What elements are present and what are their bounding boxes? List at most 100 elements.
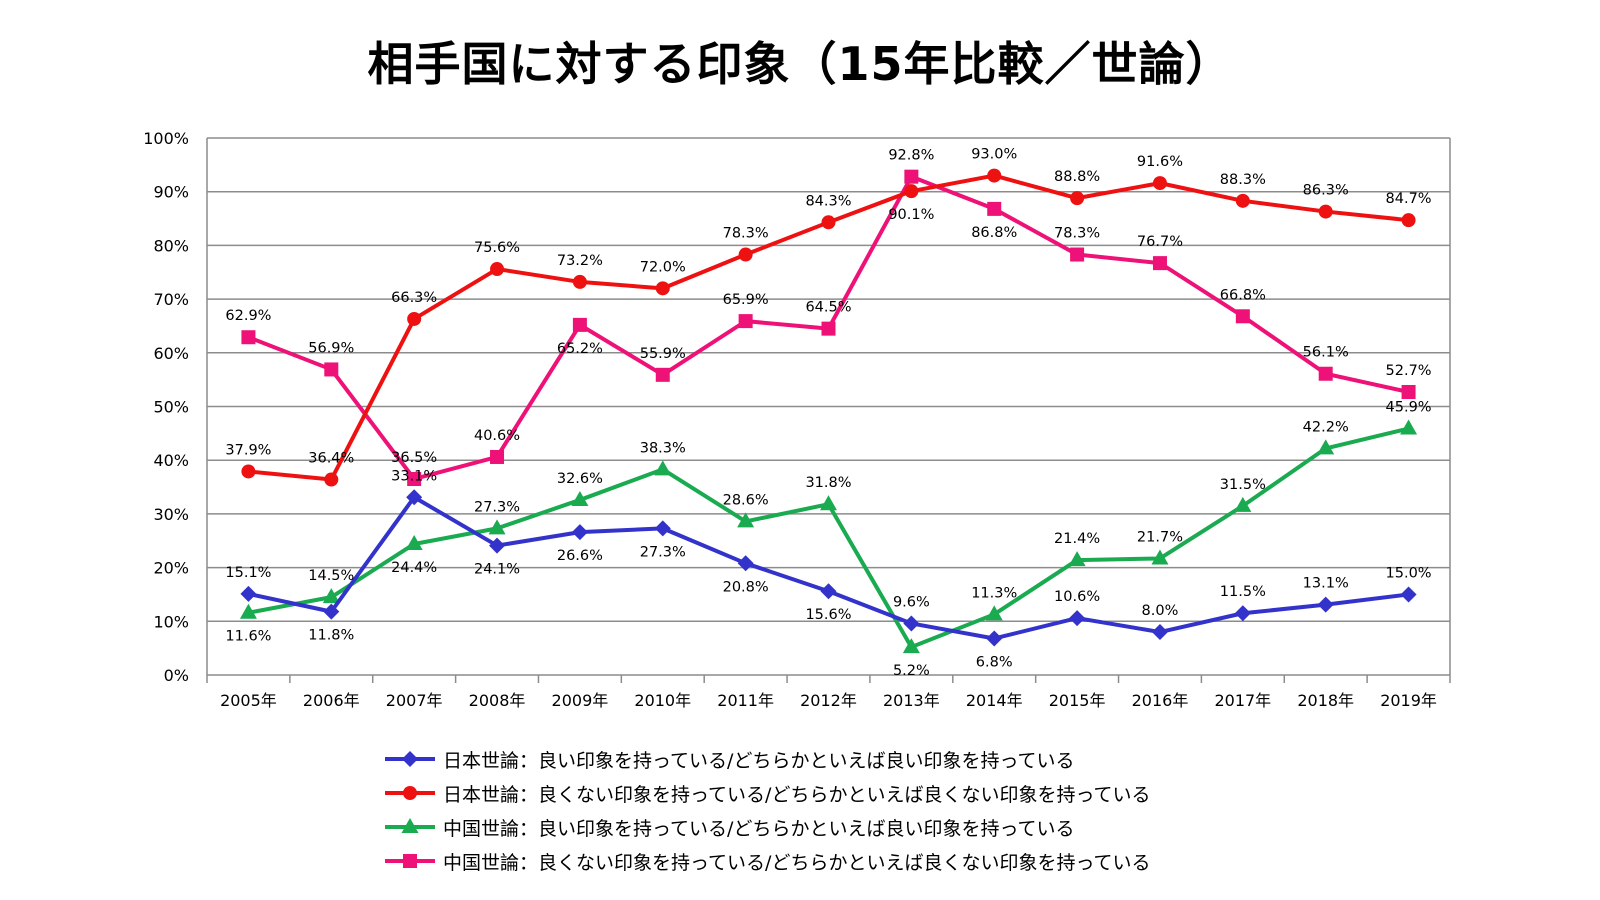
data-point xyxy=(324,362,339,377)
data-label: 36.4% xyxy=(308,451,354,467)
y-tick-label: 90% xyxy=(153,183,189,202)
data-point xyxy=(1151,624,1168,641)
data-point xyxy=(1070,247,1085,262)
data-label: 36.5% xyxy=(391,450,437,466)
data-point xyxy=(1152,256,1167,271)
data-point xyxy=(1234,496,1252,512)
data-point xyxy=(323,603,340,620)
data-label: 92.8% xyxy=(888,148,934,164)
data-label: 26.6% xyxy=(557,548,603,564)
data-point xyxy=(986,630,1003,647)
x-tick-label: 2006年 xyxy=(303,691,360,710)
data-point xyxy=(738,247,753,262)
x-tick-label: 2019年 xyxy=(1380,691,1437,710)
data-point xyxy=(1151,549,1169,565)
data-point xyxy=(1317,596,1334,613)
data-label: 32.6% xyxy=(557,471,603,487)
legend-item: 日本世論：良くない印象を持っている/どちらかといえば良くない印象を持っている xyxy=(385,776,1151,810)
data-label: 37.9% xyxy=(225,442,271,458)
y-tick-label: 70% xyxy=(153,290,189,309)
x-tick-label: 2005年 xyxy=(220,691,277,710)
data-label: 15.6% xyxy=(805,607,851,623)
gridlines xyxy=(207,137,1450,623)
data-label: 11.3% xyxy=(971,585,1017,601)
data-label: 65.2% xyxy=(557,341,603,357)
data-point xyxy=(985,605,1003,621)
legend-item: 中国世論：良い印象を持っている/どちらかといえば良い印象を持っている xyxy=(385,810,1151,844)
series xyxy=(239,168,1418,654)
y-tick-label: 100% xyxy=(143,129,189,148)
data-point xyxy=(405,534,423,550)
legend: 日本世論：良い印象を持っている/どちらかといえば良い印象を持っている日本世論：良… xyxy=(385,742,1151,878)
data-point xyxy=(1400,586,1417,603)
data-point xyxy=(239,603,257,619)
data-point xyxy=(572,274,587,289)
data-point xyxy=(407,471,422,486)
data-label: 64.5% xyxy=(805,300,851,316)
data-label: 14.5% xyxy=(308,568,354,584)
data-label: 40.6% xyxy=(474,428,520,444)
legend-label: 日本世論：良い印象を持っている/どちらかといえば良い印象を持っている xyxy=(443,749,1075,772)
data-label: 20.8% xyxy=(723,579,769,595)
legend-item: 中国世論：良くない印象を持っている/どちらかといえば良くない印象を持っている xyxy=(385,844,1151,878)
data-label: 11.6% xyxy=(225,629,271,645)
data-label: 72.0% xyxy=(640,259,686,275)
data-label: 21.4% xyxy=(1054,531,1100,547)
data-label: 13.1% xyxy=(1303,576,1349,592)
data-point xyxy=(406,489,423,506)
data-label: 8.0% xyxy=(1142,603,1179,619)
data-label: 31.5% xyxy=(1220,477,1266,493)
x-tick-label: 2015年 xyxy=(1049,691,1106,710)
data-label: 56.1% xyxy=(1303,345,1349,361)
data-point xyxy=(904,169,919,184)
data-point xyxy=(1401,213,1416,228)
data-point xyxy=(904,184,919,199)
data-label: 24.4% xyxy=(391,560,437,576)
data-point xyxy=(902,638,920,654)
data-label: 31.8% xyxy=(805,475,851,491)
data-label: 66.8% xyxy=(1220,287,1266,303)
data-label: 10.6% xyxy=(1054,589,1100,605)
legend-label: 日本世論：良くない印象を持っている/どちらかといえば良くない印象を持っている xyxy=(443,783,1151,806)
data-point xyxy=(488,519,506,535)
data-point xyxy=(1400,419,1418,435)
chart-title: 相手国に対する印象（15年比較／世論） xyxy=(367,37,1233,91)
x-tick-label: 2013年 xyxy=(883,691,940,710)
data-label: 90.1% xyxy=(888,207,934,223)
data-point xyxy=(1069,610,1086,627)
data-point xyxy=(1317,439,1335,455)
data-label: 6.8% xyxy=(976,654,1013,670)
data-point xyxy=(1235,309,1250,324)
data-point xyxy=(571,524,588,541)
data-label: 86.3% xyxy=(1303,183,1349,199)
legend-label: 中国世論：良い印象を持っている/どちらかといえば良い印象を持っている xyxy=(443,817,1075,840)
data-label: 27.3% xyxy=(640,544,686,560)
legend-swatch xyxy=(385,786,435,800)
data-point xyxy=(1068,551,1086,567)
x-tick-label: 2017年 xyxy=(1214,691,1271,710)
data-point xyxy=(1318,204,1333,219)
data-point xyxy=(987,168,1002,183)
data-label: 56.9% xyxy=(308,340,354,356)
data-label: 73.2% xyxy=(557,253,603,269)
data-label: 42.2% xyxy=(1303,419,1349,435)
x-tick-label: 2008年 xyxy=(469,691,526,710)
data-label: 78.3% xyxy=(1054,226,1100,242)
y-tick-label: 80% xyxy=(153,236,189,255)
data-label: 86.8% xyxy=(971,225,1017,241)
x-tick-label: 2018年 xyxy=(1297,691,1354,710)
data-point xyxy=(903,615,920,632)
data-point xyxy=(1235,193,1250,208)
data-label: 65.9% xyxy=(723,292,769,308)
data-point xyxy=(737,512,755,528)
data-point xyxy=(322,588,340,604)
x-tick-label: 2012年 xyxy=(800,691,857,710)
data-point xyxy=(1318,366,1333,381)
data-point xyxy=(737,555,754,572)
x-tick-label: 2014年 xyxy=(966,691,1023,710)
data-label: 88.3% xyxy=(1220,172,1266,188)
axes: 0% 10% 20% 30% 40% 50% 60% 70% 80% 90% 100% 2005年 20… xyxy=(143,129,1451,710)
data-point xyxy=(821,215,836,230)
data-label: 11.5% xyxy=(1220,584,1266,600)
